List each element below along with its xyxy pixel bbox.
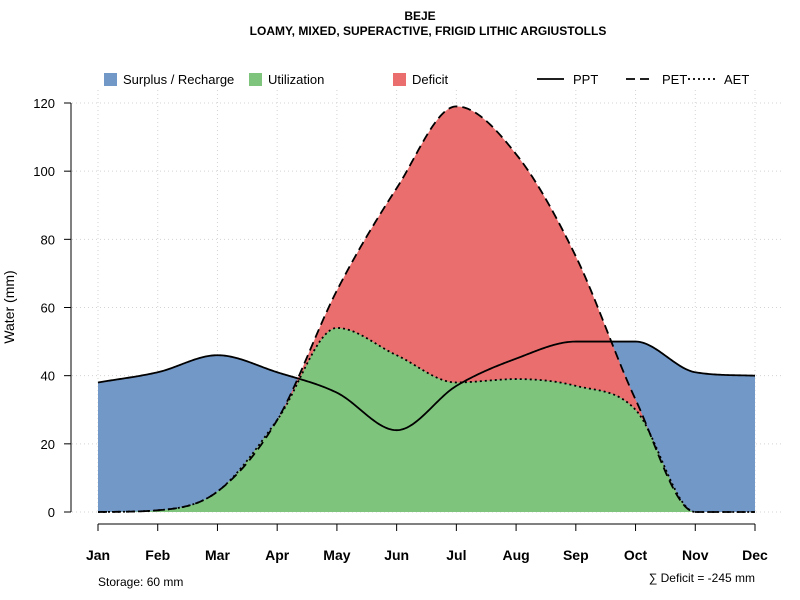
- area-utilization: [98, 327, 755, 512]
- legend-swatch-deficit: [393, 73, 406, 86]
- y-axis-label: Water (mm): [1, 270, 17, 343]
- x-tick-label-feb: Feb: [145, 547, 170, 563]
- legend-label-pet: PET: [662, 72, 687, 87]
- axes: 0 20 40 60 80 100 120 Jan Feb Mar Apr May Jun Jul Aug S…: [33, 96, 768, 563]
- series-line-aet: [97, 327, 755, 513]
- area-fills: [98, 106, 755, 512]
- x-tick-label-nov: Nov: [682, 547, 709, 563]
- legend-swatch-surplus-recharge: [104, 73, 117, 86]
- y-tick-label-60: 60: [41, 301, 55, 316]
- x-tick-label-jun: Jun: [384, 547, 409, 563]
- legend-label-aet: AET: [724, 72, 749, 87]
- legend-label-deficit: Deficit: [412, 72, 449, 87]
- y-tick-label-0: 0: [48, 505, 55, 520]
- legend-swatch-utilization: [249, 73, 262, 86]
- area-deficit: [98, 106, 755, 512]
- x-tick-label-dec: Dec: [742, 547, 768, 563]
- deficit-note: ∑ Deficit = -245 mm: [649, 571, 755, 585]
- y-tick-label-100: 100: [33, 164, 55, 179]
- x-tick-label-aug: Aug: [502, 547, 529, 563]
- y-tick-label-20: 20: [41, 437, 55, 452]
- series-line-pet: [97, 105, 755, 513]
- legend-label-ppt: PPT: [573, 72, 598, 87]
- x-tick-label-apr: Apr: [265, 547, 290, 563]
- series-line-ppt: [97, 340, 756, 432]
- x-tick-label-oct: Oct: [624, 547, 648, 563]
- y-tick-label-80: 80: [41, 232, 55, 247]
- chart-title: BEJE: [404, 9, 435, 23]
- series-lines: [97, 105, 756, 513]
- chart-subtitle: LOAMY, MIXED, SUPERACTIVE, FRIGID LITHIC…: [250, 24, 607, 38]
- legend-label-surplus-recharge: Surplus / Recharge: [123, 72, 234, 87]
- x-tick-label-sep: Sep: [563, 547, 589, 563]
- y-tick-label-120: 120: [33, 96, 55, 111]
- legend-label-utilization: Utilization: [268, 72, 324, 87]
- storage-note: Storage: 60 mm: [98, 575, 183, 589]
- x-tick-label-jul: Jul: [446, 547, 466, 563]
- y-tick-label-40: 40: [41, 369, 55, 384]
- x-tick-label-mar: Mar: [205, 547, 230, 563]
- x-tick-label-jan: Jan: [86, 547, 110, 563]
- legend: Surplus / Recharge Utilization Deficit PPT P…: [104, 72, 749, 87]
- x-tick-label-may: May: [323, 547, 350, 563]
